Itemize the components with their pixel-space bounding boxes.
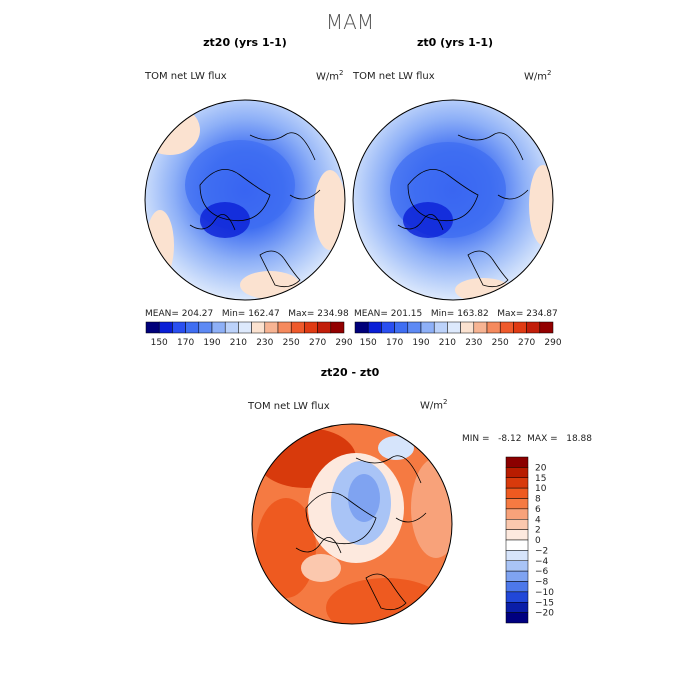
colorbar-tick-label: 4 xyxy=(535,515,541,525)
diff-title: zt20 - zt0 xyxy=(320,366,380,379)
diff-map xyxy=(251,423,453,625)
panel-2-variable: TOM net LW flux xyxy=(353,71,435,82)
colorbar-tick-label: 270 xyxy=(518,338,535,348)
colorbar-swatches xyxy=(505,456,529,624)
colorbar-swatch xyxy=(513,321,527,334)
colorbar-swatch xyxy=(539,321,554,334)
colorbar-tick-label: −6 xyxy=(535,567,549,577)
colorbar-swatch xyxy=(505,519,529,530)
colorbar-swatch xyxy=(505,508,529,520)
colorbar-tick-label: 250 xyxy=(283,338,300,348)
colorbar-swatch xyxy=(505,467,529,478)
panel-2-colorbar: 150 170 190 210 230 250 270 290 xyxy=(354,321,562,348)
panel-2-stats: MEAN= 201.15 Min= 163.82 Max= 234.87 xyxy=(354,309,558,319)
colorbar-swatch xyxy=(145,321,160,334)
colorbar-tick-label: 6 xyxy=(535,505,541,515)
colorbar-tick-label: 10 xyxy=(535,484,547,494)
colorbar-tick-label: 190 xyxy=(203,338,220,348)
colorbar-tick-label: 15 xyxy=(535,474,546,484)
figure-title: MAM xyxy=(325,10,375,34)
colorbar-swatch xyxy=(433,321,448,334)
colorbar-swatch xyxy=(505,581,529,593)
colorbar-tick-label: 170 xyxy=(386,338,403,348)
diff-units: W/m2 xyxy=(420,398,448,412)
panel-1-stats: MEAN= 204.27 Min= 162.47 Max= 234.98 xyxy=(145,309,349,319)
colorbar-swatch xyxy=(505,477,529,489)
colorbar-tick-label: 230 xyxy=(465,338,482,348)
colorbar-tick-label: 210 xyxy=(230,338,247,348)
colorbar-swatch xyxy=(304,321,318,334)
panel-1-colorbar: 150 170 190 210 230 250 270 290 xyxy=(145,321,353,348)
panel-2-units: W/m2 xyxy=(524,69,552,83)
colorbar-swatch xyxy=(251,321,266,334)
colorbar-swatch xyxy=(224,321,239,334)
colorbar-tick-label: −15 xyxy=(535,598,554,608)
colorbar-swatches xyxy=(145,321,345,334)
colorbar-swatch xyxy=(172,321,186,334)
colorbar-tick-label: 8 xyxy=(535,495,541,505)
colorbar-swatch xyxy=(505,602,529,613)
panel-2-map xyxy=(352,99,554,301)
colorbar-tick-label: 2 xyxy=(535,526,541,536)
colorbar-swatch xyxy=(505,456,529,468)
colorbar-tick-label: 270 xyxy=(309,338,326,348)
colorbar-swatch xyxy=(381,321,395,334)
colorbar-swatch xyxy=(486,321,501,334)
colorbar-swatch xyxy=(330,321,345,334)
colorbar-swatch xyxy=(505,539,529,551)
panel-1-variable: TOM net LW flux xyxy=(145,71,227,82)
colorbar-tick-label: 290 xyxy=(544,338,561,348)
colorbar-swatch xyxy=(505,591,529,603)
diff-variable: TOM net LW flux xyxy=(248,401,330,412)
colorbar-tick-label: 290 xyxy=(335,338,352,348)
colorbar-swatch xyxy=(211,321,226,334)
colorbar-swatch xyxy=(367,321,382,334)
colorbar-swatch xyxy=(505,498,529,510)
colorbar-tick-label: 210 xyxy=(439,338,456,348)
colorbar-swatch xyxy=(505,529,529,541)
colorbar-tick-label: −20 xyxy=(535,609,554,619)
colorbar-swatch xyxy=(290,321,305,334)
colorbar-swatch xyxy=(394,321,409,334)
colorbar-swatch xyxy=(499,321,514,334)
colorbar-swatch xyxy=(238,321,252,334)
colorbar-tick-label: 170 xyxy=(177,338,194,348)
panel-1-title: zt20 (yrs 1-1) xyxy=(203,36,287,49)
colorbar-swatch xyxy=(460,321,475,334)
colorbar-swatch xyxy=(447,321,461,334)
colorbar-tick-label: 230 xyxy=(256,338,273,348)
colorbar-swatch xyxy=(407,321,422,334)
colorbar-tick-label: −4 xyxy=(535,557,549,567)
colorbar-swatch xyxy=(505,550,529,561)
colorbar-swatch xyxy=(505,560,529,572)
colorbar-tick-label: 150 xyxy=(151,338,168,348)
colorbar-tick-label: 190 xyxy=(412,338,429,348)
colorbar-swatch xyxy=(505,487,529,499)
colorbar-tick-label: −8 xyxy=(535,578,549,588)
colorbar-tick-label: 250 xyxy=(492,338,509,348)
colorbar-tick-label: 20 xyxy=(535,463,547,473)
colorbar-swatch xyxy=(505,612,529,624)
colorbar-swatch xyxy=(354,321,369,334)
panel-1-units: W/m2 xyxy=(316,69,344,83)
colorbar-swatch xyxy=(158,321,173,334)
colorbar-swatch xyxy=(526,321,541,334)
diff-stats: MIN = -8.12 MAX = 18.88 xyxy=(462,434,592,444)
colorbar-swatch xyxy=(198,321,213,334)
colorbar-swatch xyxy=(185,321,200,334)
colorbar-tick-label: 150 xyxy=(360,338,377,348)
colorbar-swatch xyxy=(277,321,292,334)
colorbar-swatch xyxy=(505,570,529,582)
colorbar-swatch xyxy=(420,321,435,334)
colorbar-swatch xyxy=(473,321,488,334)
panel-1-map xyxy=(144,99,346,301)
colorbar-tick-label: 0 xyxy=(535,536,541,546)
colorbar-swatch xyxy=(264,321,279,334)
colorbar-tick-label: −10 xyxy=(535,588,554,598)
colorbar-swatch xyxy=(317,321,332,334)
colorbar-swatches xyxy=(354,321,554,334)
panel-2-title: zt0 (yrs 1-1) xyxy=(416,36,494,49)
colorbar-tick-label: −2 xyxy=(535,546,548,556)
